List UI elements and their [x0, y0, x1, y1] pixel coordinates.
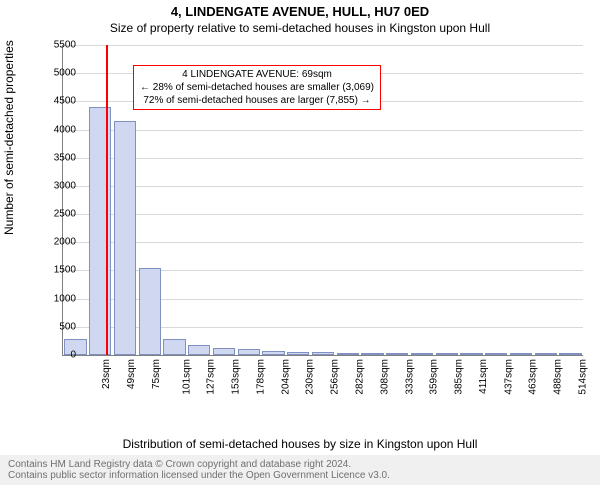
marker-line	[106, 45, 108, 355]
gridline	[63, 45, 583, 46]
x-tick: 230sqm	[305, 359, 316, 395]
x-tick: 49sqm	[126, 359, 137, 389]
histogram-bar	[411, 353, 433, 355]
x-tick: 256sqm	[330, 359, 341, 395]
histogram-bar	[510, 353, 532, 355]
gridline	[63, 242, 583, 243]
y-tick: 1500	[42, 265, 76, 276]
y-tick: 3500	[42, 152, 76, 163]
histogram-bar	[386, 353, 408, 355]
chart-area: Number of semi-detached properties 23sqm…	[0, 35, 600, 435]
y-tick: 2000	[42, 237, 76, 248]
histogram-bar	[559, 353, 581, 355]
x-tick: 333sqm	[404, 359, 415, 395]
footer-line-1: Contains HM Land Registry data © Crown c…	[8, 459, 592, 470]
histogram-bar	[312, 352, 334, 355]
page-title: 4, LINDENGATE AVENUE, HULL, HU7 0ED	[0, 4, 600, 19]
annotation-line: 4 LINDENGATE AVENUE: 69sqm	[140, 68, 374, 81]
y-tick: 4500	[42, 96, 76, 107]
x-tick: 127sqm	[206, 359, 217, 395]
y-tick: 2500	[42, 209, 76, 220]
y-tick: 0	[42, 350, 76, 361]
x-tick: 359sqm	[429, 359, 440, 395]
histogram-bar	[238, 349, 260, 355]
y-tick: 3000	[42, 180, 76, 191]
x-tick: 437sqm	[503, 359, 514, 395]
y-tick: 500	[42, 321, 76, 332]
histogram-bar	[262, 351, 284, 355]
x-tick: 308sqm	[379, 359, 390, 395]
x-tick: 75sqm	[151, 359, 162, 389]
histogram-bar	[361, 353, 383, 355]
annotation-line: ← 28% of semi-detached houses are smalle…	[140, 81, 374, 94]
histogram-bar	[114, 121, 136, 355]
annotation-box: 4 LINDENGATE AVENUE: 69sqm← 28% of semi-…	[133, 65, 381, 110]
footer-attribution: Contains HM Land Registry data © Crown c…	[0, 455, 600, 485]
y-tick: 1000	[42, 293, 76, 304]
x-tick: 23sqm	[101, 359, 112, 389]
gridline	[63, 158, 583, 159]
x-tick: 178sqm	[256, 359, 267, 395]
histogram-bar	[436, 353, 458, 355]
x-tick: 101sqm	[181, 359, 192, 395]
y-tick: 5500	[42, 40, 76, 51]
gridline	[63, 130, 583, 131]
gridline	[63, 186, 583, 187]
x-tick: 282sqm	[355, 359, 366, 395]
x-tick: 514sqm	[577, 359, 588, 395]
plot-region: 23sqm49sqm75sqm101sqm127sqm153sqm178sqm2…	[62, 45, 583, 356]
footer-line-2: Contains public sector information licen…	[8, 470, 592, 481]
y-tick: 4000	[42, 124, 76, 135]
histogram-bar	[460, 353, 482, 355]
histogram-bar	[188, 345, 210, 355]
annotation-line: 72% of semi-detached houses are larger (…	[140, 94, 374, 107]
histogram-bar	[163, 339, 185, 355]
histogram-bar	[535, 353, 557, 355]
gridline	[63, 214, 583, 215]
y-axis-label: Number of semi-detached properties	[2, 40, 16, 235]
histogram-bar	[337, 353, 359, 355]
histogram-bar	[139, 268, 161, 355]
x-tick: 385sqm	[454, 359, 465, 395]
x-tick: 411sqm	[478, 359, 489, 394]
y-tick: 5000	[42, 68, 76, 79]
histogram-bar	[213, 348, 235, 355]
x-tick: 488sqm	[553, 359, 564, 395]
histogram-bar	[485, 353, 507, 355]
histogram-bar	[287, 352, 309, 355]
x-tick: 153sqm	[231, 359, 242, 395]
page-subtitle: Size of property relative to semi-detach…	[0, 21, 600, 35]
x-axis-label: Distribution of semi-detached houses by …	[0, 437, 600, 451]
x-tick: 463sqm	[528, 359, 539, 395]
x-tick: 204sqm	[280, 359, 291, 395]
